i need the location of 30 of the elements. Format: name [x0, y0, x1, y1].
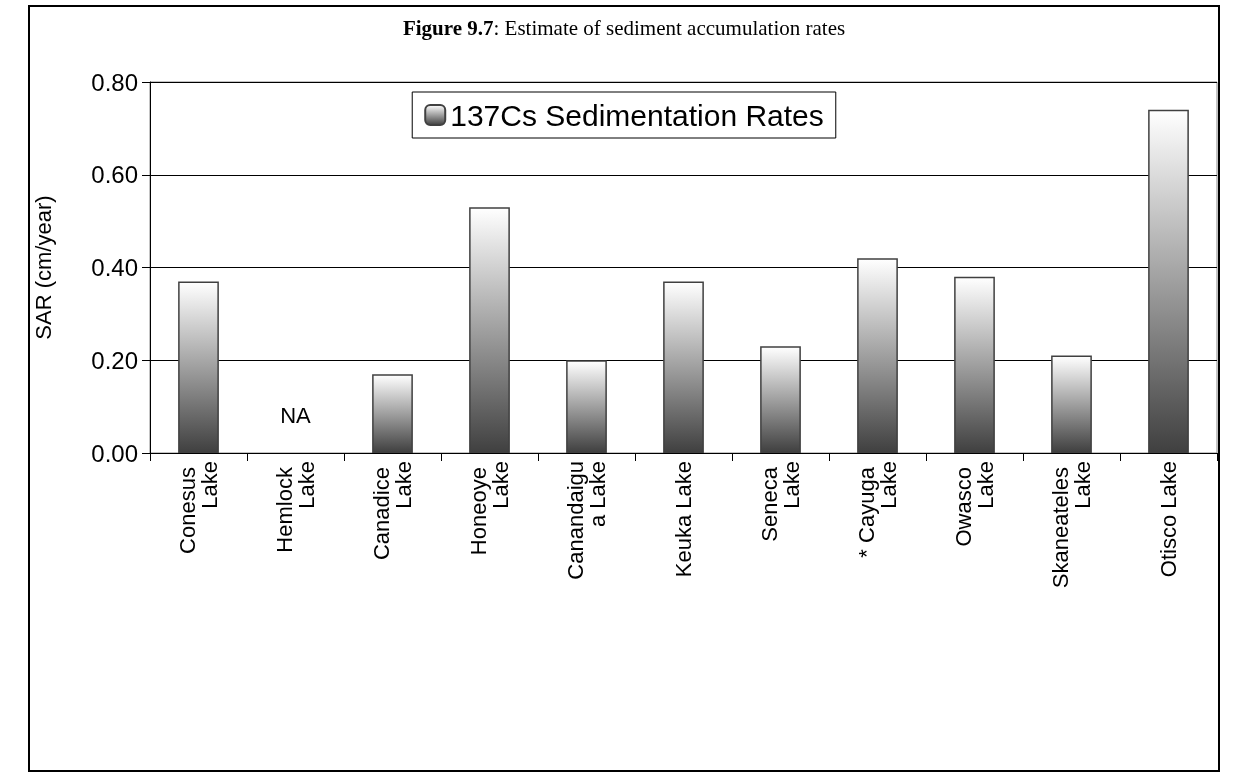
x-tick-label: Canadice Lake — [369, 461, 416, 561]
x-tick-label: * Cayuga Lake — [854, 461, 901, 558]
x-tick-label: Hemlock Lake — [272, 461, 319, 553]
bar — [566, 360, 607, 453]
bar — [1148, 109, 1189, 453]
y-tick-label: 0.60 — [91, 161, 138, 189]
x-tick-label: Skaneateles Lake — [1048, 461, 1095, 589]
bar — [469, 207, 510, 453]
x-tick-label: Canandaigua Lake — [563, 461, 610, 580]
x-tick-label: Seneca Lake — [757, 461, 804, 542]
bar — [178, 281, 219, 453]
y-tick-label: 0.20 — [91, 346, 138, 374]
x-tick-label: Keuka Lake — [671, 461, 696, 578]
bar — [954, 276, 995, 453]
bar — [663, 281, 704, 453]
bar — [857, 258, 898, 453]
y-tick-label: 0.80 — [91, 68, 138, 96]
x-tick-label: Otisco Lake — [1156, 461, 1181, 578]
legend-label: 137Cs Sedimentation Rates — [450, 98, 824, 132]
x-tick-label: Conesus Lake — [175, 461, 222, 554]
y-tick-label: 0.40 — [91, 254, 138, 281]
bar — [1051, 355, 1092, 453]
x-tick-label: Owasco Lake — [951, 461, 998, 547]
bar — [760, 346, 801, 453]
chart-title: Figure 9.7: Estimate of sediment accumulation rates — [402, 15, 846, 40]
y-axis-title: SAR (cm/year) — [30, 195, 56, 340]
annotation: NA — [280, 403, 312, 429]
y-tick-label: 0.00 — [91, 439, 138, 467]
x-tick-label: Honeoye Lake — [466, 461, 513, 556]
bar — [372, 374, 413, 453]
